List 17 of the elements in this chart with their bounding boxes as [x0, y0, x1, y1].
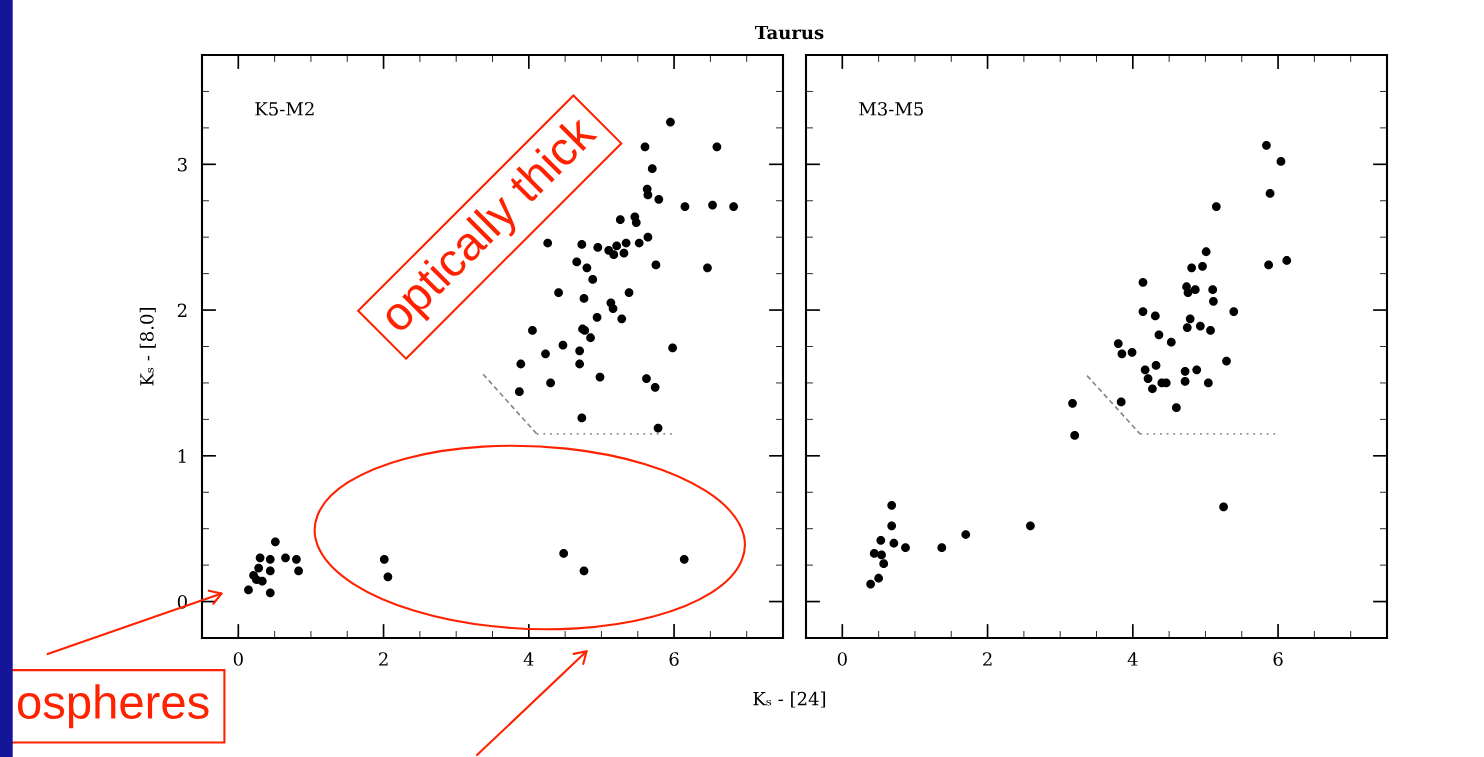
x-tick-label: 2: [983, 652, 992, 666]
x-tick-label: 6: [669, 652, 679, 666]
x-tick-label: 0: [837, 652, 847, 666]
y-tick-label: 2: [177, 303, 187, 317]
x-tick-label: 4: [1127, 652, 1138, 666]
x-tick-label: 4: [523, 652, 534, 666]
x-axis-title: Kₛ - [24]: [753, 691, 826, 708]
x-tick-label: 0: [233, 652, 243, 666]
annotation: K5-M2: [255, 101, 314, 116]
y-tick-label: 1: [178, 449, 186, 463]
text: ospheres: [17, 684, 209, 729]
y-tick-label: 3: [178, 157, 187, 172]
annotation: M3-M5: [859, 101, 923, 116]
x-tick-label: 6: [1273, 652, 1283, 666]
x-tick-label: 2: [379, 652, 388, 666]
chart-title: Taurus: [755, 25, 824, 40]
y-axis-title: Kₛ - [8.0]: [139, 308, 156, 386]
